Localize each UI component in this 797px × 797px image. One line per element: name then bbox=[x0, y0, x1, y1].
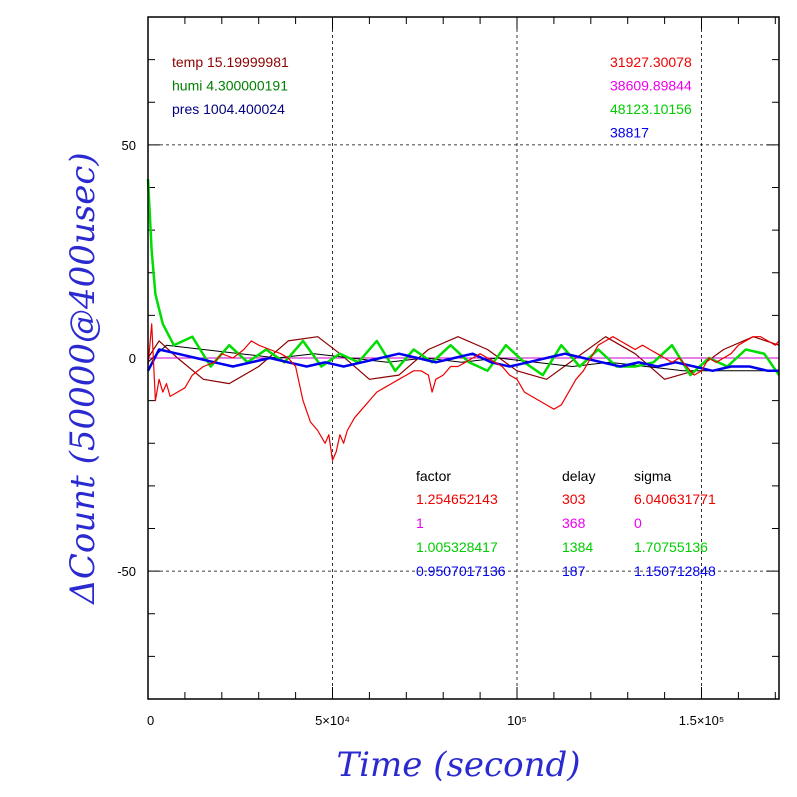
series-line-0 bbox=[147, 336, 780, 385]
stats-header: factor bbox=[416, 468, 451, 484]
legend-left-entry: pres 1004.400024 bbox=[172, 101, 285, 117]
annotations: temp 15.19999981 humi 4.300000191 pres 100… bbox=[172, 54, 716, 579]
y-axis-title: ΔCount (50000@400usec) bbox=[63, 152, 103, 605]
legend-left-entry: humi 4.300000191 bbox=[172, 78, 288, 94]
stats-header: sigma bbox=[634, 468, 672, 484]
x-tick-label: 1.5×10⁵ bbox=[679, 713, 725, 728]
legend-right-entry: 48123.10156 bbox=[610, 101, 692, 117]
legend-left-entry: temp 15.19999981 bbox=[172, 54, 289, 70]
stats-cell: 1.70755136 bbox=[634, 539, 708, 555]
x-tick-label: 0 bbox=[147, 713, 154, 728]
tick-labels: 0 5×10⁴ 10⁵ 1.5×10⁵ 50 0 -50 bbox=[117, 138, 724, 728]
stats-header: delay bbox=[562, 468, 595, 484]
axis-ticks bbox=[148, 17, 779, 699]
data-series bbox=[146, 178, 781, 461]
series-line-5 bbox=[147, 323, 780, 461]
stats-cell: 0 bbox=[634, 515, 642, 531]
stats-cell: 1.254652143 bbox=[416, 491, 498, 507]
plot-frame bbox=[147, 16, 780, 700]
stats-cell: 1.150712848 bbox=[634, 563, 716, 579]
stats-cell: 303 bbox=[562, 491, 586, 507]
stats-cell: 1 bbox=[416, 515, 424, 531]
x-tick-label: 5×10⁴ bbox=[315, 713, 350, 728]
legend-right-entry: 31927.30078 bbox=[610, 54, 692, 70]
stats-cell: 187 bbox=[562, 563, 586, 579]
y-tick-label: 50 bbox=[122, 138, 136, 153]
stats-cell: 1384 bbox=[562, 539, 593, 555]
y-tick-label: -50 bbox=[117, 564, 136, 579]
stats-cell: 0.9507017136 bbox=[416, 563, 506, 579]
legend-right-entry: 38817 bbox=[610, 125, 649, 141]
series-line-4 bbox=[146, 348, 779, 373]
stats-cell: 6.040631771 bbox=[634, 491, 716, 507]
x-axis-title: Time (second) bbox=[337, 745, 581, 785]
series-line-2 bbox=[147, 344, 779, 372]
y-tick-label: 0 bbox=[129, 351, 136, 366]
stats-cell: 368 bbox=[562, 515, 586, 531]
stats-cell: 1.005328417 bbox=[416, 539, 498, 555]
x-tick-label: 10⁵ bbox=[507, 713, 527, 728]
legend-right-entry: 38609.89844 bbox=[610, 78, 692, 94]
